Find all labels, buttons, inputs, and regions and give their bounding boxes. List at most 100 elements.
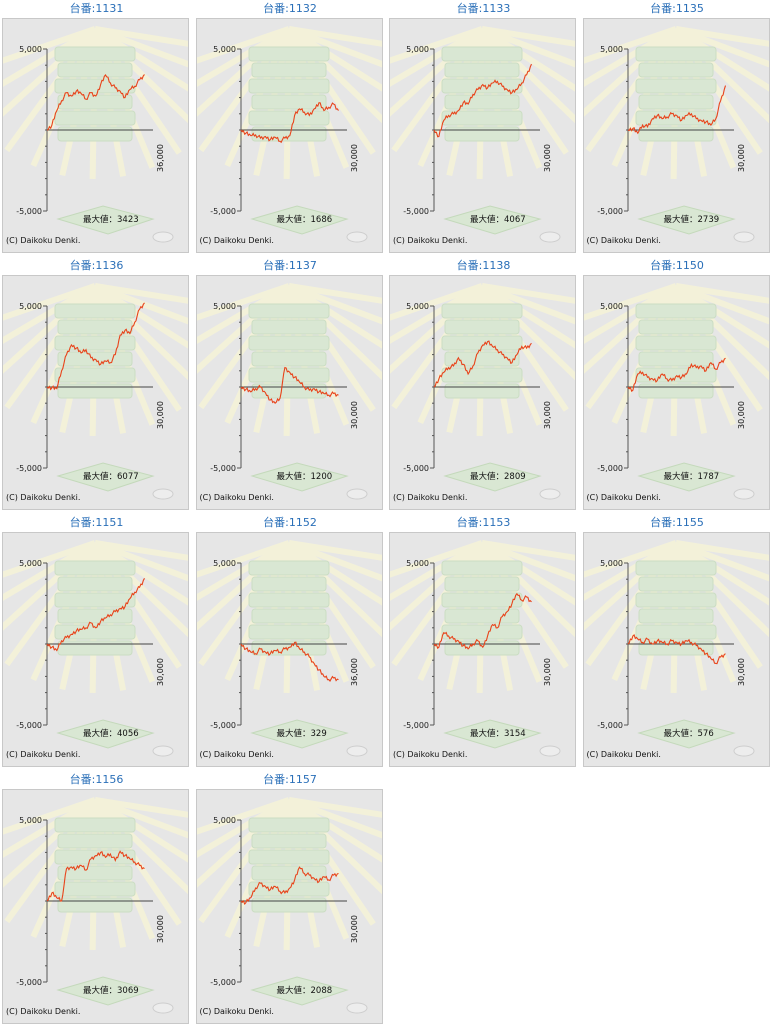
y-tick-label-bottom: -5,000 (210, 978, 236, 987)
device-tier-shape (252, 95, 326, 109)
device-tier-shape (55, 111, 135, 125)
copyright-text: (C) Daikoku Denki. (587, 236, 661, 245)
device-tier-shape (639, 352, 713, 366)
x-max-label: 30,000 (350, 144, 359, 172)
machine-title-link[interactable]: 台番:1135 (581, 0, 771, 18)
y-tick-label-top: 5,000 (19, 559, 42, 568)
copyright-text: (C) Daikoku Denki. (200, 1007, 274, 1016)
coin-shape (153, 232, 173, 242)
device-tier-shape (55, 304, 135, 318)
copyright-text: (C) Daikoku Denki. (393, 493, 467, 502)
y-tick-label-bottom: -5,000 (597, 464, 623, 473)
device-tier-shape (249, 593, 329, 607)
machine-title-link[interactable]: 台番:1131 (0, 0, 193, 18)
max-value-label: 最大値：6077 (83, 470, 139, 482)
machine-title-link[interactable]: 台番:1138 (387, 257, 580, 275)
coin-shape (347, 489, 367, 499)
max-value-label: 最大値：1686 (277, 213, 333, 225)
machine-title-link[interactable]: 台番:1155 (581, 514, 771, 532)
coin-shape (734, 232, 754, 242)
y-tick-label-bottom: -5,000 (403, 464, 429, 473)
device-tier-shape (252, 63, 326, 77)
device-tier-shape (55, 593, 135, 607)
max-value-label: 最大値：4067 (470, 213, 526, 225)
x-max-label: 30,000 (737, 401, 746, 429)
machine-title-link[interactable]: 台番:1133 (387, 0, 580, 18)
device-tier-shape (249, 304, 329, 318)
device-tier-shape (58, 384, 132, 398)
device-tier-shape (58, 127, 132, 141)
y-tick-label-bottom: -5,000 (16, 464, 42, 473)
y-tick-label-top: 5,000 (406, 559, 429, 568)
y-tick-label-top: 5,000 (19, 302, 42, 311)
device-tier-shape (445, 127, 519, 141)
device-tier-shape (442, 625, 522, 639)
machine-title-link[interactable]: 台番:1152 (194, 514, 387, 532)
machine-title-link[interactable]: 台番:1150 (581, 257, 771, 275)
device-tier-shape (249, 79, 329, 93)
coin-shape (347, 1003, 367, 1013)
device-tier-shape (442, 336, 522, 350)
device-tier-shape (55, 818, 135, 832)
max-value-label: 最大値：2088 (277, 984, 333, 996)
machine-title-link[interactable]: 台番:1156 (0, 771, 193, 789)
copyright-text: (C) Daikoku Denki. (200, 750, 274, 759)
device-tier-shape (445, 63, 519, 77)
device-tier-shape (55, 336, 135, 350)
device-tier-shape (636, 561, 716, 575)
coin-shape (540, 489, 560, 499)
device-tier-shape (55, 79, 135, 93)
max-value-label: 最大値：576 (664, 727, 714, 739)
coin-shape (347, 232, 367, 242)
machine-title-link[interactable]: 台番:1132 (194, 0, 387, 18)
device-tier-shape (636, 593, 716, 607)
y-tick-label-top: 5,000 (213, 816, 236, 825)
copyright-text: (C) Daikoku Denki. (6, 1007, 80, 1016)
coin-shape (540, 232, 560, 242)
y-tick-label-bottom: -5,000 (210, 464, 236, 473)
y-tick-label-top: 5,000 (213, 302, 236, 311)
machine-title-link[interactable]: 台番:1137 (194, 257, 387, 275)
device-tier-shape (249, 336, 329, 350)
device-tier-shape (249, 850, 329, 864)
device-tier-shape (442, 368, 522, 382)
device-tier-shape (55, 368, 135, 382)
device-tier-shape (58, 577, 132, 591)
device-tier-shape (252, 609, 326, 623)
x-max-label: 36,000 (350, 658, 359, 686)
y-tick-label-top: 5,000 (600, 559, 623, 568)
device-tier-shape (639, 577, 713, 591)
device-tier-shape (445, 641, 519, 655)
machine-title-link[interactable]: 台番:1157 (194, 771, 387, 789)
max-value-label: 最大値：3423 (83, 213, 139, 225)
coin-shape (734, 746, 754, 756)
max-value-label: 最大値：1787 (664, 470, 720, 482)
machine-title-link[interactable]: 台番:1151 (0, 514, 193, 532)
y-tick-label-bottom: -5,000 (210, 207, 236, 216)
coin-shape (153, 489, 173, 499)
machine-title-link[interactable]: 台番:1136 (0, 257, 193, 275)
device-tier-shape (639, 320, 713, 334)
x-max-label: 30,000 (350, 915, 359, 943)
device-tier-shape (55, 561, 135, 575)
device-tier-shape (58, 641, 132, 655)
copyright-text: (C) Daikoku Denki. (6, 493, 80, 502)
y-tick-label-top: 5,000 (19, 816, 42, 825)
machine-title-link[interactable]: 台番:1153 (387, 514, 580, 532)
y-tick-label-bottom: -5,000 (210, 721, 236, 730)
device-tier-shape (639, 63, 713, 77)
